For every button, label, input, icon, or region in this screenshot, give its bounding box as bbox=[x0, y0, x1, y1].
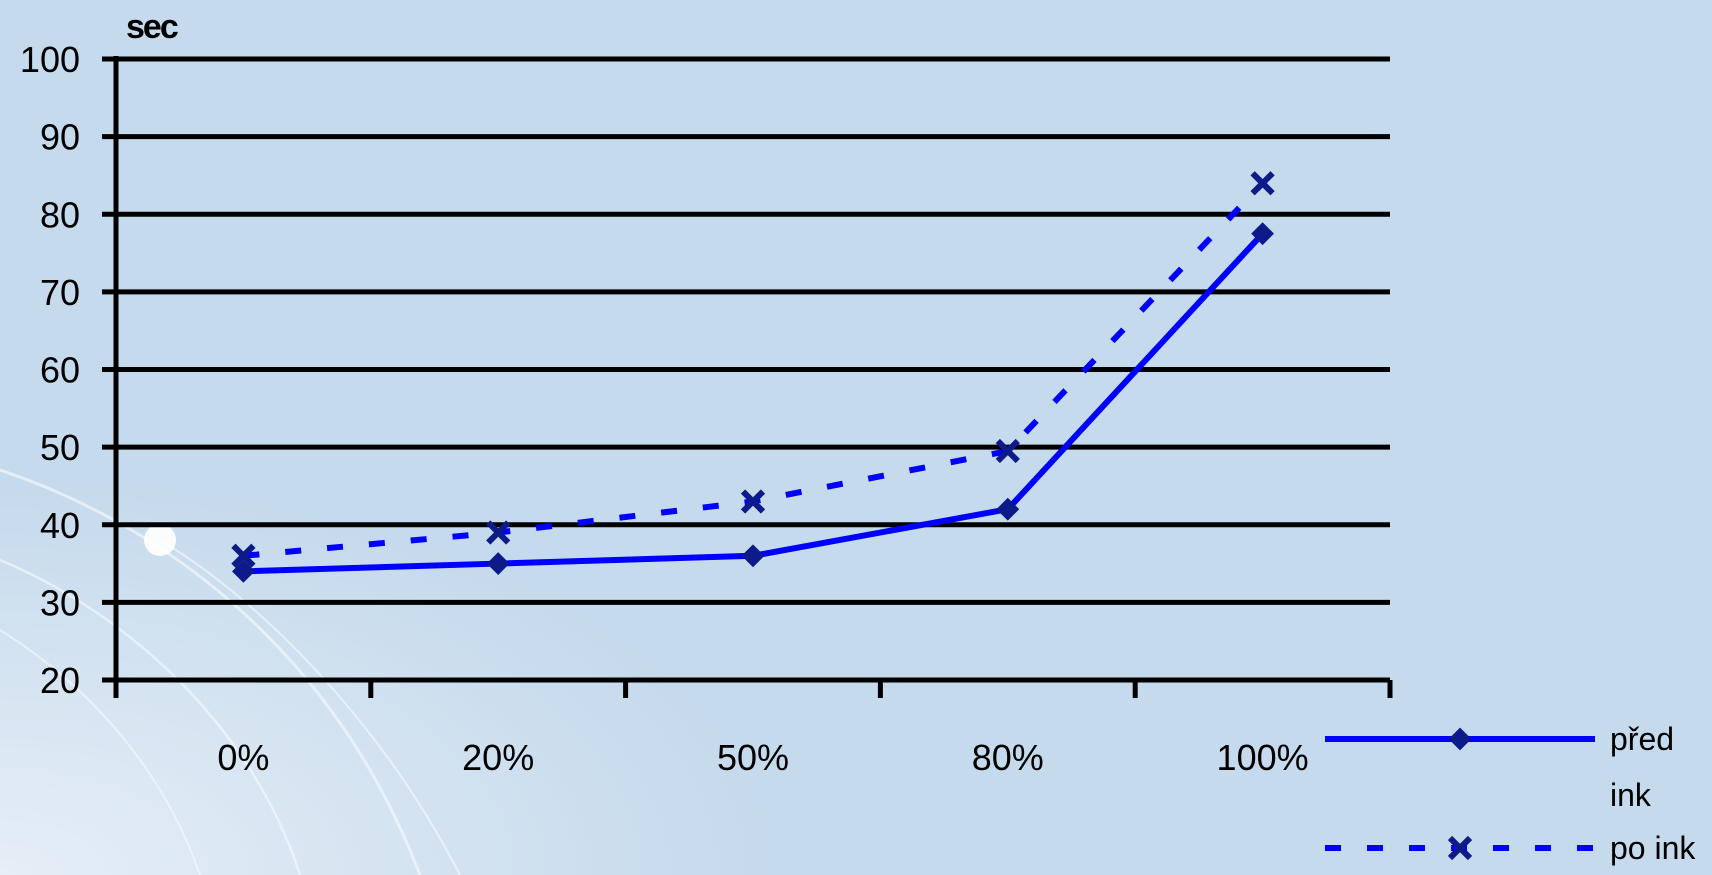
legend-label-line: před bbox=[1610, 721, 1674, 757]
legend-marker-1 bbox=[1447, 835, 1473, 861]
x-tick-label-2: 50% bbox=[717, 737, 789, 778]
x-tick-labels: 0% 20% 50% 80% 100% bbox=[217, 737, 1308, 778]
legend-label-line: ink bbox=[1610, 777, 1652, 813]
data-point-1-0 bbox=[231, 543, 256, 568]
y-tick-label-70: 70 bbox=[40, 272, 80, 313]
legend-label-0: před ink bbox=[1610, 721, 1674, 813]
y-axis-label: sec bbox=[126, 8, 178, 46]
legend-label-line: po ink bbox=[1610, 830, 1696, 866]
legend: před ink po ink bbox=[1325, 721, 1696, 866]
x-tick-label-3: 80% bbox=[972, 737, 1044, 778]
x-tick-label-1: 20% bbox=[462, 737, 534, 778]
y-tick-label-90: 90 bbox=[40, 117, 80, 158]
data-point-0-4 bbox=[1251, 222, 1275, 246]
y-tick-label-30: 30 bbox=[40, 582, 80, 623]
data-point-1-4 bbox=[1250, 171, 1275, 196]
y-tick-label-40: 40 bbox=[40, 505, 80, 546]
data-point-1-3 bbox=[995, 438, 1020, 464]
data-point-1-2 bbox=[740, 489, 766, 514]
data-point-1-1 bbox=[486, 520, 511, 545]
y-tick-labels: 20 30 40 50 60 70 80 90 100 bbox=[20, 39, 80, 701]
x-tick-label-0: 0% bbox=[217, 737, 269, 778]
y-tick-label-80: 80 bbox=[40, 194, 80, 235]
series-group bbox=[231, 171, 1275, 583]
y-tick-label-60: 60 bbox=[40, 350, 80, 391]
x-tick-label-4: 100% bbox=[1217, 737, 1309, 778]
y-tick-label-20: 20 bbox=[40, 660, 80, 701]
legend-marker-0 bbox=[1448, 727, 1472, 751]
y-tick-label-50: 50 bbox=[40, 427, 80, 468]
y-tick-label-100: 100 bbox=[20, 39, 80, 80]
data-point-0-3 bbox=[996, 497, 1020, 521]
data-point-0-2 bbox=[741, 544, 765, 568]
data-point-0-0 bbox=[231, 559, 255, 583]
data-point-0-1 bbox=[486, 552, 510, 575]
axes bbox=[102, 56, 1393, 698]
legend-label-1: po ink bbox=[1610, 830, 1696, 866]
gridlines bbox=[116, 56, 1390, 683]
